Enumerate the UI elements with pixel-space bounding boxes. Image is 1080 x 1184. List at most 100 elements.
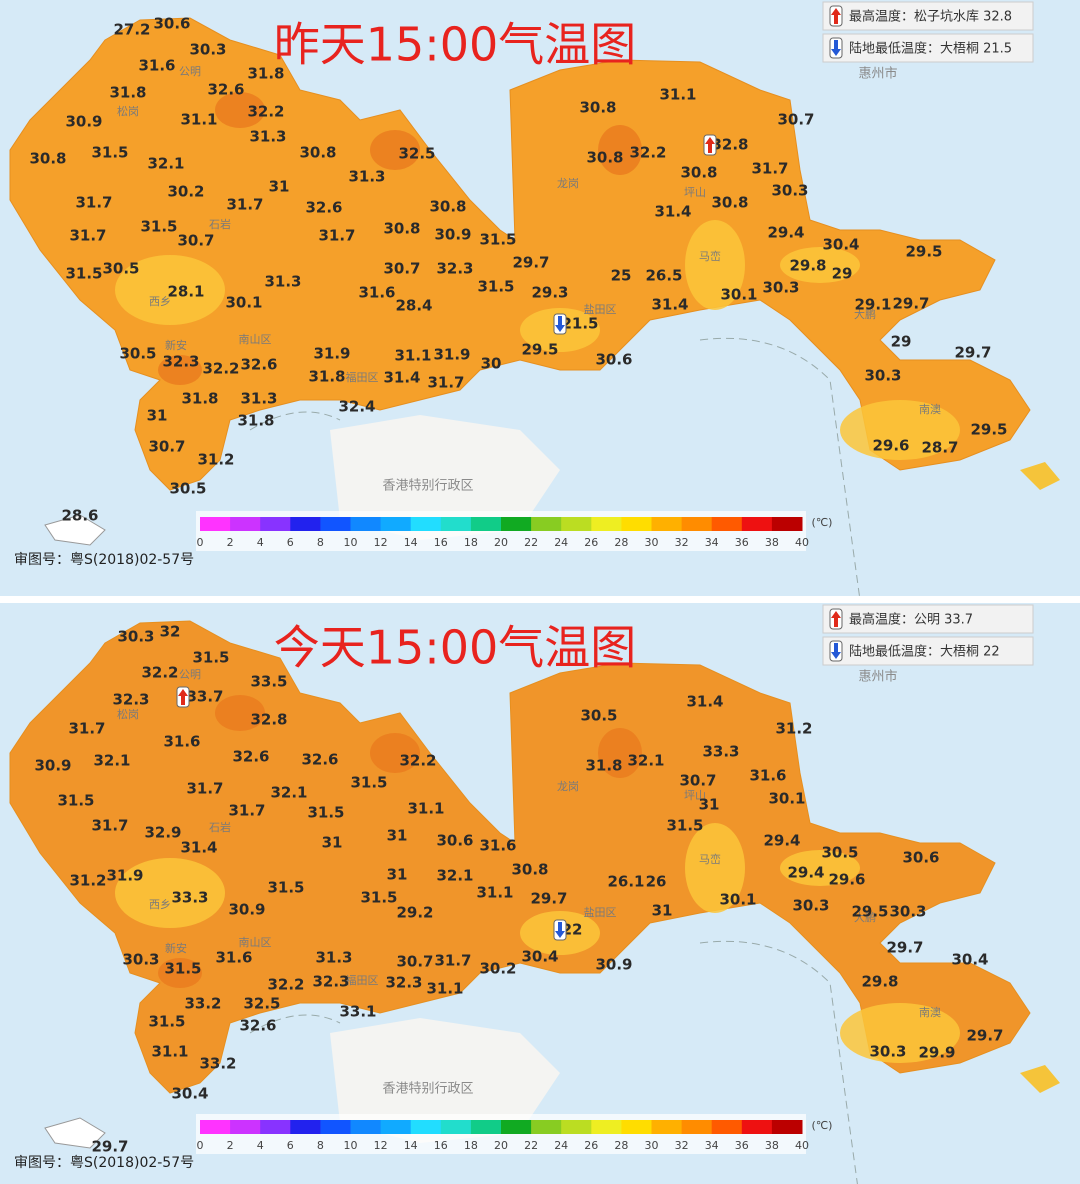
district-label: 南山区 bbox=[239, 333, 272, 346]
district-label: 西乡 bbox=[149, 295, 171, 308]
temperature-reading: 30.3 bbox=[762, 279, 799, 297]
temperature-reading: 30.3 bbox=[189, 41, 226, 59]
temperature-reading: 30.7 bbox=[148, 438, 185, 456]
color-swatch bbox=[440, 517, 472, 531]
colorbar-tick: 12 bbox=[374, 1139, 388, 1152]
temperature-reading: 31.6 bbox=[215, 949, 252, 967]
color-swatch bbox=[320, 517, 351, 531]
temperature-reading: 31.4 bbox=[686, 693, 723, 711]
temperature-reading: 30.5 bbox=[119, 345, 156, 363]
land bbox=[9, 17, 1031, 491]
colorbar-tick: 32 bbox=[675, 1139, 689, 1152]
temperature-reading: 30.6 bbox=[902, 849, 939, 867]
max-temp-info: 最高温度：松子坑水库 32.8 bbox=[849, 9, 1012, 25]
colorbar-tick: 30 bbox=[645, 1139, 659, 1152]
colorbar-tick: 32 bbox=[675, 536, 689, 549]
colorbar-tick: 20 bbox=[494, 536, 508, 549]
min-marker bbox=[555, 316, 565, 332]
cool-zone bbox=[840, 1003, 960, 1063]
color-swatch bbox=[380, 517, 412, 531]
temperature-reading: 29.6 bbox=[872, 437, 909, 455]
temperature-reading: 30.8 bbox=[586, 149, 623, 167]
max-marker bbox=[705, 137, 715, 153]
color-swatch bbox=[561, 1120, 592, 1134]
min-marker bbox=[555, 922, 565, 938]
color-swatch bbox=[290, 1120, 321, 1134]
hot-zone bbox=[158, 958, 202, 988]
temperature-reading: 32.2 bbox=[247, 103, 284, 121]
temperature-reading: 29.8 bbox=[789, 257, 826, 275]
district-label: 马峦 bbox=[699, 852, 721, 866]
temperature-reading: 30.1 bbox=[768, 790, 805, 808]
temperature-reading: 32.2 bbox=[141, 664, 178, 682]
district-label: 松岗 bbox=[117, 707, 139, 721]
temperature-reading: 29.7 bbox=[966, 1027, 1003, 1045]
district-label: 南澳 bbox=[919, 1006, 941, 1019]
color-swatch bbox=[200, 517, 231, 531]
color-swatch bbox=[410, 517, 442, 531]
temperature-reading: 26 bbox=[646, 873, 667, 891]
temperature-reading: 32 bbox=[160, 623, 181, 641]
temperature-reading: 31 bbox=[269, 178, 290, 196]
district-label: 马峦 bbox=[699, 249, 721, 263]
colorbar-tick: 16 bbox=[434, 536, 448, 549]
region-label: 惠州市 bbox=[858, 669, 897, 685]
map-title: 今天15:00气温图 bbox=[274, 621, 637, 675]
region-label: 惠州市 bbox=[858, 66, 897, 82]
temperature-reading: 31.7 bbox=[226, 196, 263, 214]
color-swatch bbox=[711, 1120, 743, 1134]
temperature-reading: 32.1 bbox=[436, 867, 473, 885]
temperature-reading: 29.5 bbox=[970, 421, 1007, 439]
colorbar-tick: 14 bbox=[404, 1139, 418, 1152]
temperature-reading: 29 bbox=[832, 265, 853, 283]
temperature-reading: 30.8 bbox=[383, 220, 420, 238]
temperature-reading: 33.1 bbox=[339, 1003, 376, 1021]
color-swatch bbox=[591, 517, 622, 531]
district-label: 龙岗 bbox=[557, 177, 579, 190]
temperature-reading: 29.7 bbox=[91, 1138, 128, 1156]
district-label: 福田区 bbox=[346, 973, 379, 987]
color-swatch bbox=[681, 1120, 713, 1134]
temperature-reading: 31.5 bbox=[477, 278, 514, 296]
district-label: 龙岗 bbox=[557, 780, 579, 793]
colorbar-tick: 28 bbox=[614, 536, 628, 549]
cool-zone bbox=[840, 400, 960, 460]
colorbar-unit: (℃) bbox=[812, 1119, 833, 1132]
temperature-reading: 29.2 bbox=[396, 904, 433, 922]
colorbar-tick: 36 bbox=[735, 1139, 749, 1152]
temperature-reading: 31.7 bbox=[186, 780, 223, 798]
cool-zone bbox=[685, 823, 745, 913]
temperature-reading: 30.2 bbox=[167, 183, 204, 201]
temperature-reading: 30.9 bbox=[228, 901, 265, 919]
temperature-reading: 30.3 bbox=[889, 903, 926, 921]
min-temp-info: 陆地最低温度：大梧桐 22 bbox=[849, 644, 1000, 660]
color-swatch bbox=[741, 517, 773, 531]
color-swatch bbox=[711, 517, 743, 531]
temperature-reading: 31.5 bbox=[140, 218, 177, 236]
temperature-reading: 30.8 bbox=[299, 144, 336, 162]
temperature-reading: 32.1 bbox=[270, 784, 307, 802]
temperature-reading: 32.3 bbox=[312, 973, 349, 991]
colorbar-tick: 6 bbox=[287, 1139, 294, 1152]
hot-zone bbox=[215, 695, 265, 731]
temperature-reading: 31.8 bbox=[585, 757, 622, 775]
colorbar-unit: (℃) bbox=[812, 516, 833, 529]
temperature-reading: 30 bbox=[481, 355, 502, 373]
cool-zone bbox=[685, 220, 745, 310]
temperature-reading: 31 bbox=[652, 902, 673, 920]
district-label: 公明 bbox=[179, 668, 201, 681]
color-swatch bbox=[651, 517, 683, 531]
temperature-reading: 32.5 bbox=[398, 145, 435, 163]
colorbar-tick: 6 bbox=[287, 536, 294, 549]
temperature-reading: 31.7 bbox=[68, 720, 105, 738]
hot-zone bbox=[598, 125, 642, 175]
temperature-reading: 31.1 bbox=[659, 86, 696, 104]
district-label: 福田区 bbox=[346, 370, 379, 384]
district-label: 公明 bbox=[179, 65, 201, 78]
district-label: 大鹏 bbox=[854, 307, 876, 321]
temperature-reading: 31.8 bbox=[237, 412, 274, 430]
color-swatch bbox=[591, 1120, 622, 1134]
colorbar-tick: 12 bbox=[374, 536, 388, 549]
temperature-reading: 31.4 bbox=[651, 296, 688, 314]
max-icon bbox=[831, 611, 841, 627]
